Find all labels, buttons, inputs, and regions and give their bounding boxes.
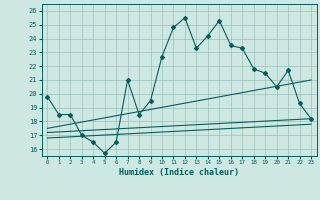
X-axis label: Humidex (Indice chaleur): Humidex (Indice chaleur) [119, 168, 239, 177]
